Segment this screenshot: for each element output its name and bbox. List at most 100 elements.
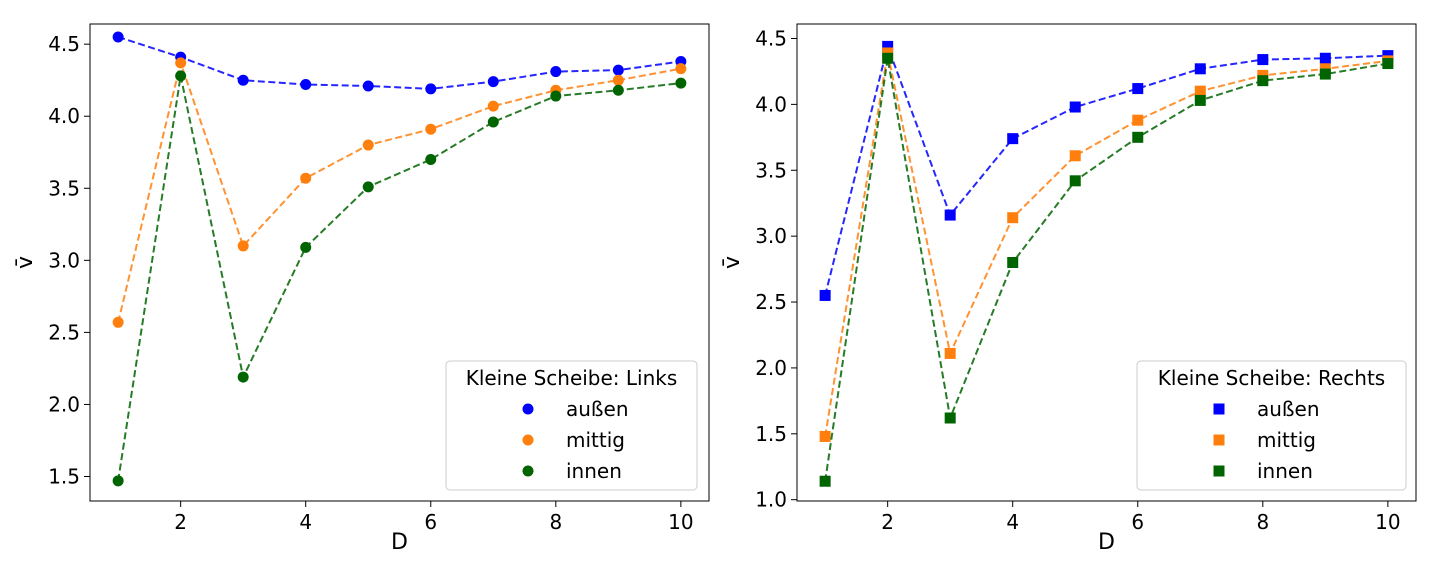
legend-title: Kleine Scheibe: Links [466, 366, 678, 390]
data-point [1319, 52, 1331, 64]
data-point [300, 172, 312, 184]
series-mittig [112, 57, 687, 328]
y-tick-label: 4.0 [48, 104, 80, 128]
legend-marker [522, 465, 534, 477]
data-point [1007, 133, 1019, 145]
chart-2: 2 4 6 8 10 1.0 1.5 2.0 2.5 3.0 3.5 4.0 4.5 Dv̄ Kleine … [720, 23, 1417, 555]
data-point [175, 57, 187, 69]
x-axis-label: D [1098, 530, 1115, 555]
data-point [237, 371, 249, 383]
data-point [362, 181, 374, 193]
series-außen [112, 31, 687, 95]
series-innen [112, 70, 687, 487]
data-point [1257, 54, 1269, 66]
data-point [237, 74, 249, 86]
x-tick-label: 6 [1131, 510, 1144, 534]
data-point [819, 430, 831, 442]
data-point [1132, 131, 1144, 143]
y-tick-label: 1.5 [755, 422, 787, 446]
data-point [550, 90, 562, 102]
x-tick-label: 10 [668, 510, 693, 534]
data-point [882, 40, 894, 52]
series-line [117, 36, 681, 90]
data-point [944, 209, 956, 221]
data-point [612, 64, 624, 76]
x-tick-label: 6 [424, 510, 437, 534]
legend: Kleine Scheibe: Links außen mittig innen [445, 360, 698, 491]
data-point [112, 31, 124, 43]
legend-box [1136, 360, 1407, 491]
legend-box [445, 360, 698, 491]
legend-label: innen [566, 459, 622, 483]
x-tick-label: 2 [881, 510, 894, 534]
data-point [1007, 257, 1019, 268]
y-tick-label: 2.5 [755, 290, 787, 314]
data-point [1194, 63, 1206, 75]
data-point [1069, 101, 1081, 113]
data-point [487, 76, 499, 88]
series-außen [819, 40, 1394, 301]
y-tick-label: 4.0 [755, 92, 787, 116]
plot-frame [796, 23, 1417, 502]
data-point [112, 475, 124, 487]
data-point [1257, 75, 1269, 87]
series-innen [819, 52, 1394, 487]
series-line [117, 59, 682, 323]
x-tick-label: 8 [549, 510, 562, 534]
x-axis-label: D [391, 530, 408, 555]
legend-label: außen [566, 397, 629, 421]
legend-label: innen [1257, 459, 1313, 483]
y-tick-label: 3.5 [755, 158, 787, 182]
y-axis-label: v̄ [720, 256, 745, 269]
data-point [1194, 94, 1206, 106]
data-point [425, 83, 437, 95]
data-point [487, 100, 499, 112]
plot-frame [89, 23, 710, 502]
series-line [824, 43, 1388, 296]
data-point [237, 240, 249, 252]
data-point [362, 80, 374, 92]
data-point [1132, 83, 1144, 95]
data-point [675, 77, 687, 89]
y-tick-label: 2.0 [755, 356, 787, 380]
data-point [175, 70, 187, 82]
legend-marker [522, 403, 534, 415]
x-tick-label: 4 [1006, 510, 1019, 534]
y-axis-label: v̄ [13, 256, 38, 269]
x-tick-label: 2 [174, 510, 187, 534]
legend-label: mittig [566, 428, 625, 452]
data-point [300, 241, 312, 253]
y-tick-label: 4.5 [755, 26, 787, 50]
data-point [612, 74, 624, 86]
data-point [819, 475, 831, 487]
data-point [612, 84, 624, 96]
data-point [1069, 175, 1081, 187]
data-point [1132, 114, 1144, 126]
data-point [425, 123, 437, 135]
y-tick-label: 3.0 [48, 248, 80, 272]
legend-marker [522, 434, 534, 446]
data-point [112, 316, 124, 328]
x-tick-label: 10 [1375, 510, 1400, 534]
legend-marker [1213, 434, 1225, 446]
data-point [944, 412, 956, 424]
x-tick-label: 8 [1256, 510, 1269, 534]
data-point [487, 116, 499, 128]
legend-label: mittig [1257, 428, 1316, 452]
legend-marker [1213, 403, 1225, 415]
data-point [1382, 58, 1394, 70]
y-tick-label: 2.0 [48, 392, 80, 416]
legend-title: Kleine Scheibe: Rechts [1158, 366, 1385, 390]
data-point [1319, 68, 1331, 80]
series-line [824, 52, 1388, 437]
data-point [882, 52, 894, 64]
data-point [1007, 212, 1019, 224]
data-point [425, 153, 437, 165]
chart-1: 2 4 6 8 10 1.5 2.0 2.5 3.0 3.5 4.0 4.5 Dv̄ Kleine Sch… [13, 23, 710, 555]
data-point [300, 79, 312, 91]
data-point [675, 63, 687, 75]
data-point [1194, 85, 1206, 97]
data-point [1069, 150, 1081, 162]
